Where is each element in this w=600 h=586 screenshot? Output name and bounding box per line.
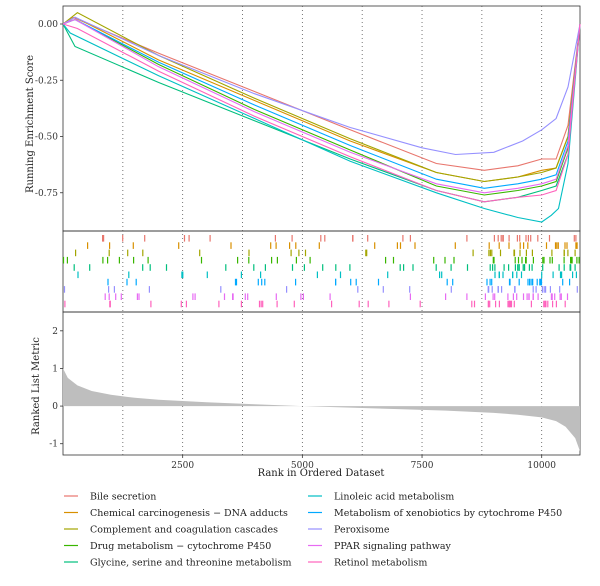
metric-ytick-label: 1 <box>52 364 58 374</box>
es-ytick-label: 0.00 <box>38 20 58 30</box>
es-line-2 <box>62 12 581 183</box>
legend-label-0: Bile secretion <box>90 492 156 503</box>
metric-y-axis-label: Ranked List Metric <box>31 337 42 435</box>
enrichment-y-axis-label: Running Enrichment Score <box>25 55 36 193</box>
es-line-7 <box>62 16 581 156</box>
ranked-metric-area <box>63 368 580 452</box>
es-ytick-label: -0.50 <box>35 133 58 143</box>
legend-label-6: Metabolism of xenobiotics by cytochrome … <box>334 508 562 519</box>
es-line-1 <box>62 16 581 183</box>
xtick-label: 10000 <box>527 461 556 471</box>
es-line-5 <box>62 23 581 223</box>
metric-ytick-label: 0 <box>52 402 58 412</box>
axis-ticks: 0.00 -0.25 -0.50 -0.75 2 1 0 -1 2500 5000 7500 1000… <box>35 20 556 471</box>
legend-label-1: Chemical carcinogenesis − DNA adducts <box>90 508 288 519</box>
legend-label-8: PPAR signaling pathway <box>334 541 451 552</box>
xtick-label: 5000 <box>291 461 314 471</box>
es-line-6 <box>62 18 581 189</box>
vertical-gridlines <box>122 6 543 455</box>
legend-label-9: Retinol metabolism <box>334 558 427 569</box>
metric-panel-frame <box>62 311 581 456</box>
panel-frames <box>62 5 581 456</box>
metric-area <box>63 368 580 452</box>
es-line-8 <box>62 18 581 194</box>
es-line-3 <box>62 18 581 196</box>
legend-label-4: Glycine, serine and threonine metabolism <box>90 558 291 569</box>
xtick-label: 7500 <box>411 461 434 471</box>
legend-label-5: Linoleic acid metabolism <box>334 492 454 503</box>
xtick-label: 2500 <box>171 461 194 471</box>
es-line-0 <box>62 16 581 171</box>
metric-ytick-label: 2 <box>52 327 58 337</box>
legend-label-3: Drug metabolism − cytochrome P450 <box>90 541 271 552</box>
x-axis-label: Rank in Ordered Dataset <box>258 468 385 479</box>
gene-hit-ticks <box>62 235 580 308</box>
legend-label-2: Complement and coagulation cascades <box>90 525 278 536</box>
legend-label-7: Peroxisome <box>334 525 390 536</box>
enrichment-lines <box>62 12 581 223</box>
metric-ytick-label: -1 <box>49 440 58 450</box>
es-ytick-label: -0.75 <box>35 189 58 199</box>
legend: Bile secretion Chemical carcinogenesis − … <box>64 492 562 569</box>
es-line-9 <box>62 23 581 203</box>
es-ytick-label: -0.25 <box>35 76 58 86</box>
